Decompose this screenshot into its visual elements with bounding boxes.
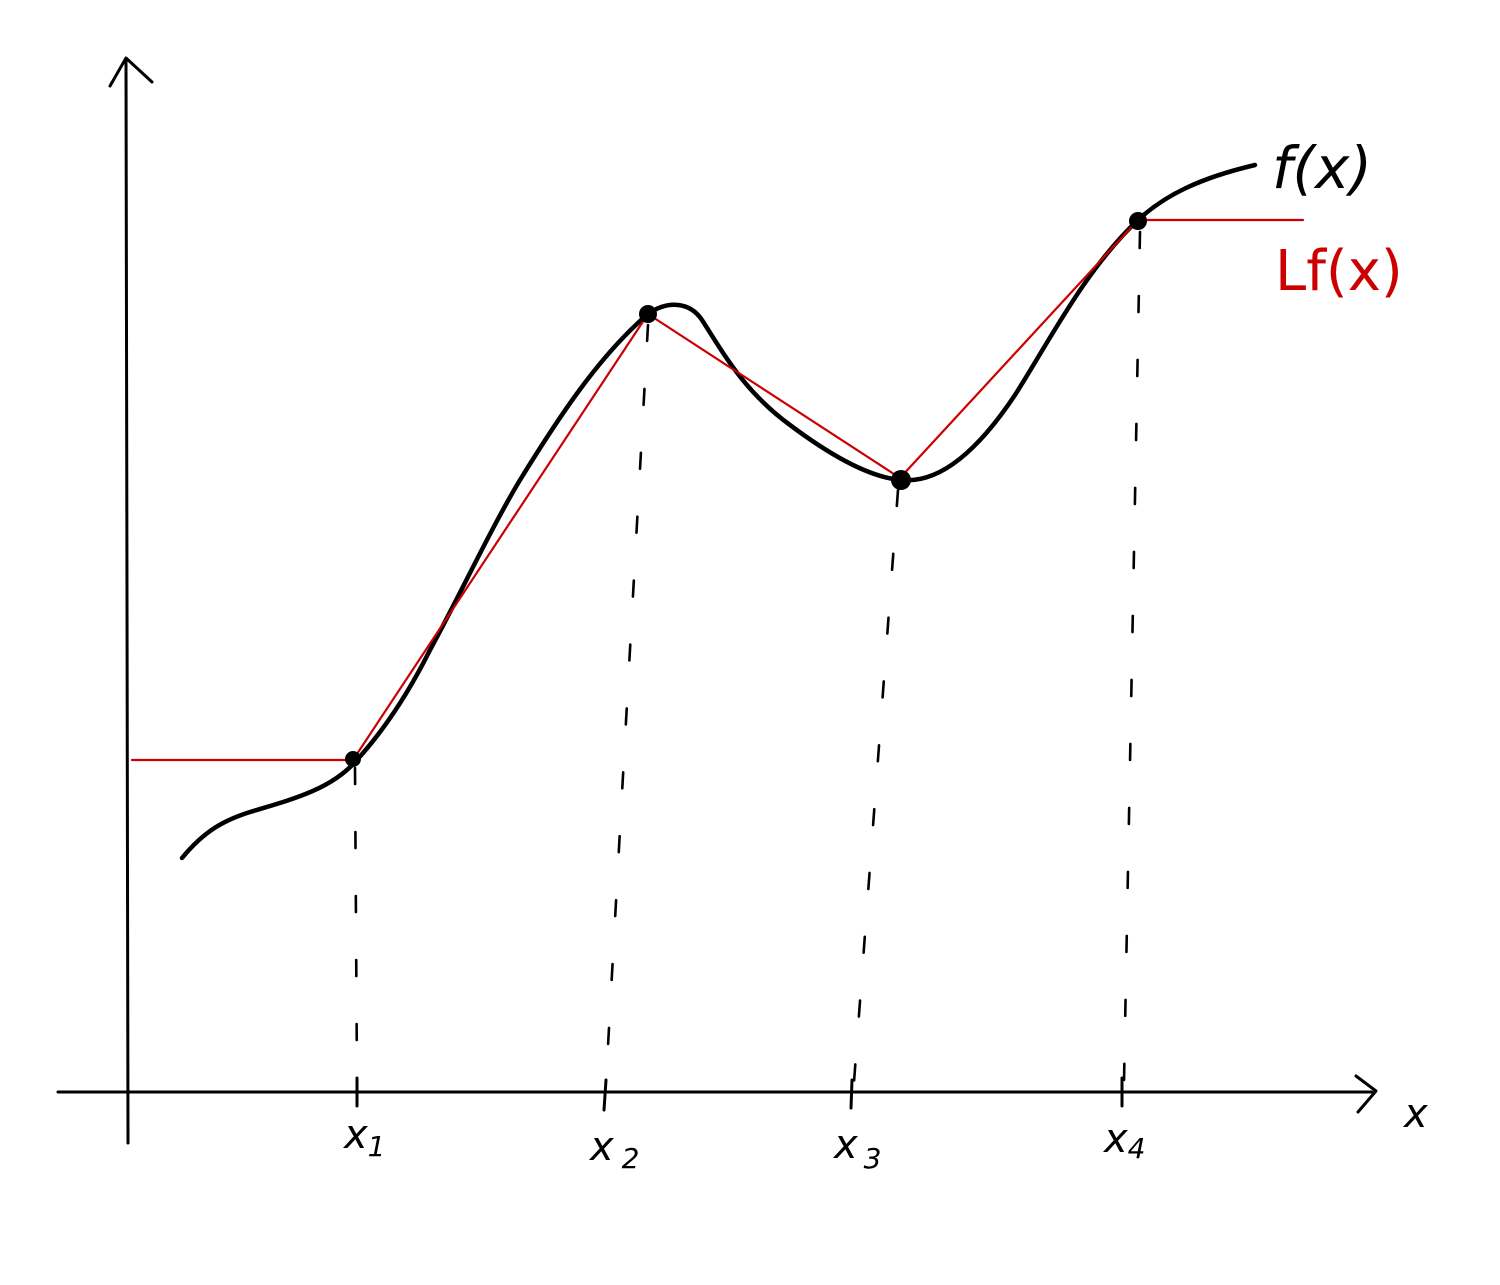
y-axis-arrowhead bbox=[108, 56, 154, 88]
interpolant-label: Lf(x) bbox=[1275, 239, 1403, 304]
guide-line-x2 bbox=[604, 323, 650, 1084]
function-label: f(x) bbox=[1272, 134, 1372, 202]
node-label-x4: x4 bbox=[1102, 1116, 1146, 1165]
node-point-2 bbox=[639, 305, 657, 323]
x-axis-arrowhead bbox=[1354, 1074, 1378, 1114]
tick-x3 bbox=[849, 1078, 854, 1110]
guide-line-x4 bbox=[1122, 230, 1142, 1084]
interpolant-polyline bbox=[130, 218, 1305, 762]
tick-x2 bbox=[602, 1078, 608, 1112]
x-axis-label: x bbox=[1402, 1091, 1428, 1137]
node-label-x1: x1 bbox=[342, 1112, 386, 1163]
y-axis bbox=[124, 58, 130, 1145]
node-point-1 bbox=[345, 751, 361, 767]
guide-line-x3 bbox=[852, 488, 900, 1084]
node-point-4 bbox=[1129, 212, 1147, 230]
node-point-3 bbox=[891, 470, 911, 490]
guide-line-x1 bbox=[353, 766, 359, 1084]
